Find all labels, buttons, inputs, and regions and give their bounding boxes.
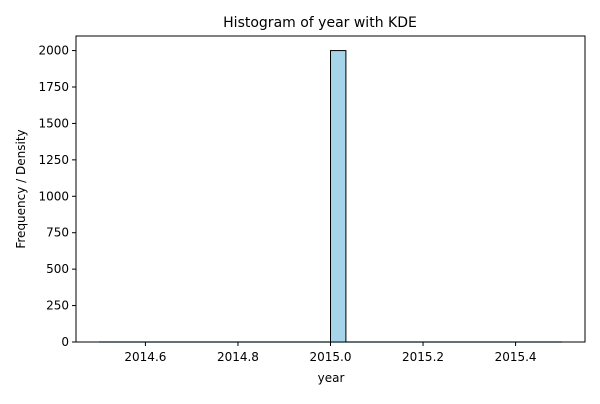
y-tick-label: 2000: [38, 44, 69, 58]
y-tick-label: 1500: [38, 116, 69, 130]
y-tick-label: 1000: [38, 189, 69, 203]
x-axis-label: year: [318, 371, 345, 385]
y-tick-label: 500: [46, 262, 69, 276]
chart-title: Histogram of year with KDE: [223, 15, 417, 31]
y-tick-label: 0: [61, 335, 69, 349]
y-tick-label: 750: [46, 226, 69, 240]
y-tick-label: 1250: [38, 153, 69, 167]
x-tick-label: 2015.4: [495, 350, 537, 364]
y-tick-label: 1750: [38, 80, 69, 94]
histogram-bar-0: [330, 50, 347, 343]
y-tick-label: 250: [46, 299, 69, 313]
x-tick-label: 2014.6: [124, 350, 166, 364]
plot-area: [99, 50, 562, 343]
x-tick-label: 2015.2: [402, 350, 444, 364]
x-axis-ticks: 2014.6 2014.8 2015.0 2015.2 2015.4: [124, 342, 537, 364]
x-tick-label: 2015.0: [310, 350, 352, 364]
x-tick-label: 2014.8: [217, 350, 259, 364]
y-axis-ticks: 0 250 500 750 1000 1250 1500 1750 2000: [38, 44, 76, 349]
y-axis-label: Frequency / Density: [14, 129, 28, 248]
